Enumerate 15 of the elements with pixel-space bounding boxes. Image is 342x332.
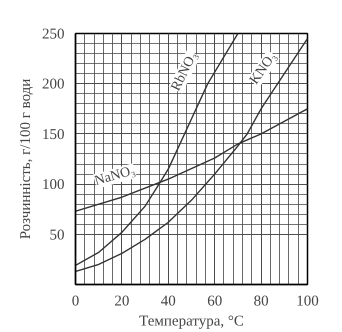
y-tick-label: 50 <box>50 227 64 244</box>
y-axis-title: Розчинність, г/100 г води <box>18 78 34 240</box>
annotation: NaNO₃ <box>92 163 138 189</box>
y-tick-label: 200 <box>42 76 64 93</box>
x-tick-label: 0 <box>72 294 80 310</box>
x-tick-label: 100 <box>296 294 319 310</box>
x-tick-label: 20 <box>114 294 130 310</box>
x-tick-label: 40 <box>160 294 176 310</box>
line-series <box>76 38 308 272</box>
y-tick-label: 100 <box>42 177 64 194</box>
y-tick-label: 150 <box>42 126 64 143</box>
x-axis-title: Температура, °C <box>139 314 244 330</box>
x-tick-label: 60 <box>207 294 222 310</box>
y-tick-label: 250 <box>42 26 64 42</box>
x-tick-label: 80 <box>254 294 269 310</box>
